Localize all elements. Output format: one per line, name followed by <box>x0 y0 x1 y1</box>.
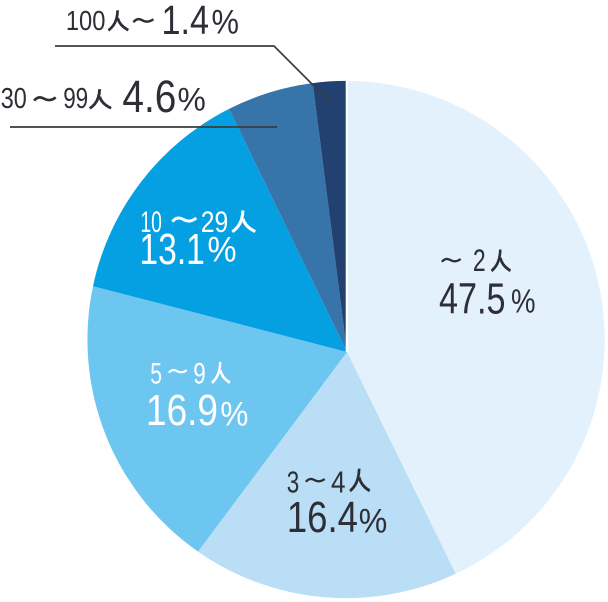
svg-text:%: % <box>208 230 237 270</box>
svg-text:99: 99 <box>63 83 88 115</box>
svg-text:%: % <box>178 82 206 118</box>
svg-text:2: 2 <box>473 242 486 278</box>
svg-text:30: 30 <box>1 83 27 115</box>
svg-text:%: % <box>359 502 388 540</box>
svg-text:4.6: 4.6 <box>122 71 176 122</box>
svg-text:29: 29 <box>201 206 229 239</box>
svg-text:%: % <box>220 395 248 433</box>
svg-text:1.4: 1.4 <box>162 0 210 43</box>
svg-text:4: 4 <box>331 464 346 499</box>
svg-text:13.1: 13.1 <box>139 225 205 274</box>
svg-text:5: 5 <box>150 358 162 391</box>
svg-text:%: % <box>511 283 536 320</box>
svg-text:16.4: 16.4 <box>287 493 358 542</box>
svg-text:16.9: 16.9 <box>146 386 218 435</box>
svg-text:47.5: 47.5 <box>439 275 506 323</box>
svg-text:10: 10 <box>140 206 162 239</box>
svg-text:9: 9 <box>193 358 206 391</box>
svg-text:3: 3 <box>287 464 300 499</box>
svg-text:%: % <box>212 4 240 42</box>
svg-text:100: 100 <box>66 5 106 36</box>
